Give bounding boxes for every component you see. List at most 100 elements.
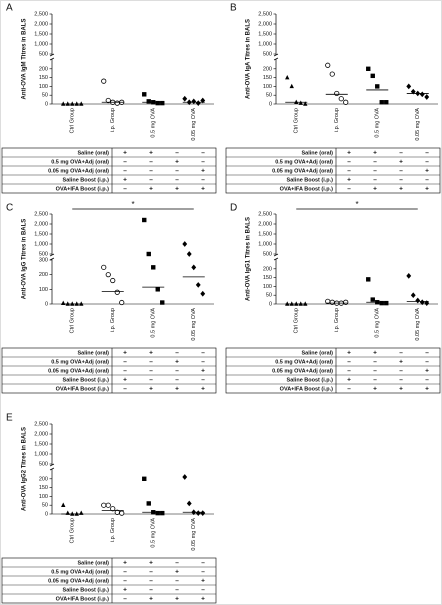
x-tick-label: i.p. Group <box>110 308 116 332</box>
table-cell: – <box>149 368 153 375</box>
marker <box>285 74 290 80</box>
table-cell: + <box>373 150 377 157</box>
x-tick-label: i.p. Group <box>110 518 116 542</box>
y-tick-label: 2,000 <box>34 221 48 227</box>
table-row-label: 0.5 mg OVA+Adj (oral) <box>51 159 109 165</box>
marker <box>334 90 340 97</box>
table-cell: + <box>347 377 351 384</box>
y-tick-label: 200 <box>39 272 48 278</box>
marker <box>191 264 197 271</box>
y-tick-label: 1,500 <box>258 231 272 237</box>
table-cell: – <box>399 177 403 184</box>
y-axis-label: Anti-OVA IgA Titres in BALS <box>246 19 252 99</box>
marker <box>298 301 303 306</box>
table-cell: – <box>175 177 179 184</box>
table-cell: + <box>201 168 205 175</box>
marker <box>366 66 371 71</box>
table-row-label: 0.5 mg OVA+Adj (oral) <box>51 359 109 365</box>
marker <box>325 62 331 68</box>
y-tick-label: 0 <box>269 301 272 307</box>
marker <box>379 300 384 306</box>
table-cell: – <box>123 186 127 193</box>
table-cell: + <box>149 596 153 603</box>
table-cell: + <box>399 359 403 366</box>
marker <box>410 292 416 299</box>
marker <box>74 101 79 106</box>
table-row-label: Saline (oral) <box>78 150 110 156</box>
marker <box>151 265 156 270</box>
table-cell: + <box>201 386 205 393</box>
y-tick-label: 150 <box>263 75 272 81</box>
marker <box>406 272 412 279</box>
x-tick-label: Ctrl Group <box>70 518 76 543</box>
table-row-label: OVA+IFA Boost (i.p.) <box>280 186 333 192</box>
table-cell: – <box>149 359 153 366</box>
y-tick-label: 150 <box>263 275 272 281</box>
table-cell: – <box>425 377 429 384</box>
table-cell: + <box>399 186 403 193</box>
axis-break <box>49 53 55 57</box>
table-cell: – <box>399 350 403 357</box>
panel-letter: D <box>230 203 237 214</box>
table-row-label: Saline Boost (i.p.) <box>63 177 110 183</box>
table-cell: – <box>201 350 205 357</box>
table-cell: – <box>175 560 179 567</box>
table-cell: – <box>123 359 127 366</box>
y-tick-label: 1,000 <box>258 41 272 47</box>
table-cell: + <box>425 168 429 175</box>
marker <box>146 251 151 257</box>
y-tick-label: 500 <box>39 251 48 257</box>
table-cell: + <box>149 560 153 567</box>
marker <box>303 301 308 306</box>
marker <box>70 301 75 306</box>
y-tick-label: 2,500 <box>258 11 272 17</box>
table-cell: – <box>149 159 153 166</box>
table-cell: + <box>149 350 153 357</box>
table-cell: + <box>175 359 179 366</box>
panel-letter: A <box>6 3 13 14</box>
y-tick-label: 200 <box>39 66 48 72</box>
marker <box>119 510 125 516</box>
y-tick-label: 0 <box>269 101 272 107</box>
y-tick-label: 100 <box>39 84 48 90</box>
marker <box>142 476 147 481</box>
table-cell: – <box>123 569 127 576</box>
table-cell: + <box>347 177 351 184</box>
table-row-label: 0.05 mg OVA+Adj (oral) <box>272 168 333 174</box>
x-tick-label: 0.5 mg OVA <box>151 518 157 548</box>
table-cell: – <box>201 177 205 184</box>
axis-break <box>49 463 55 467</box>
marker <box>70 101 75 106</box>
y-tick-label: 500 <box>39 51 48 57</box>
axis-break <box>49 467 55 471</box>
marker <box>74 511 79 516</box>
marker <box>415 297 421 304</box>
marker <box>101 264 107 270</box>
y-tick-label: 500 <box>263 51 272 57</box>
table-cell: – <box>149 569 153 576</box>
table-row-label: Saline Boost (i.p.) <box>63 587 110 593</box>
table-row-label: Saline (oral) <box>78 350 110 356</box>
table-cell: + <box>175 569 179 576</box>
marker <box>384 100 389 105</box>
x-tick-label: i.p. Group <box>110 108 116 132</box>
y-tick-label: 2,000 <box>258 21 272 27</box>
marker <box>298 100 303 105</box>
table-cell: – <box>425 359 429 366</box>
y-tick-label: 100 <box>263 284 272 290</box>
marker <box>338 96 344 102</box>
marker <box>182 241 188 247</box>
table-row-label: 0.05 mg OVA+Adj (oral) <box>48 368 109 374</box>
table-cell: + <box>175 596 179 603</box>
table-row-label: Saline Boost (i.p.) <box>63 377 110 383</box>
table-cell: – <box>373 177 377 184</box>
table-cell: + <box>425 186 429 193</box>
marker <box>419 91 425 98</box>
table-cell: + <box>201 578 205 585</box>
table-cell: + <box>123 177 127 184</box>
marker <box>289 301 294 306</box>
table-cell: + <box>123 350 127 357</box>
marker <box>70 511 75 516</box>
table-cell: – <box>175 168 179 175</box>
